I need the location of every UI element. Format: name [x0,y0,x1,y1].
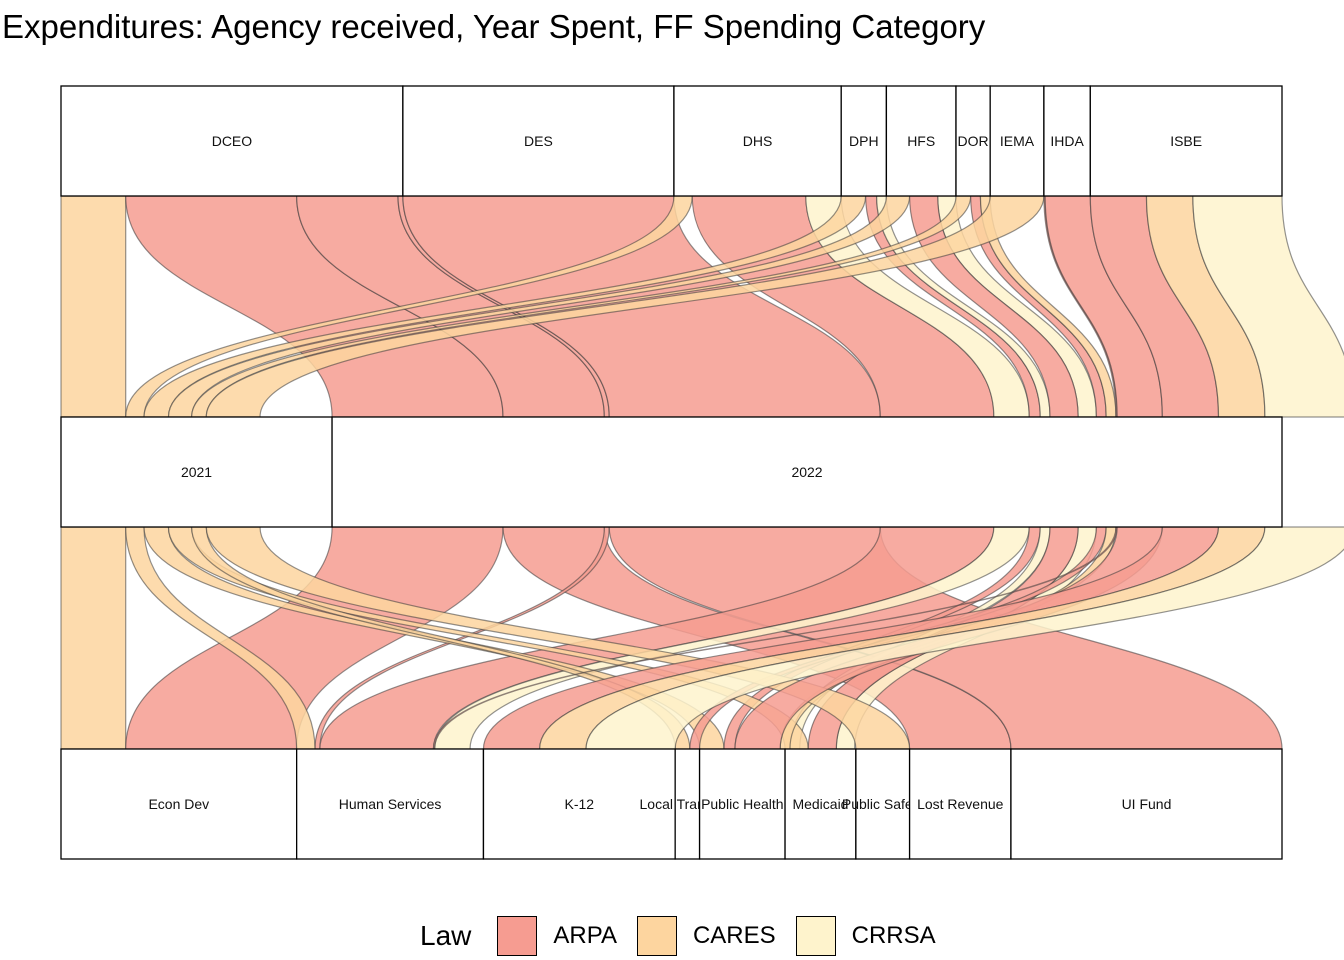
stratum-2021 [60,416,333,528]
legend-item-arpa: ARPA [497,916,621,956]
stratum-label-k-12: K-12 [565,796,595,812]
stratum-human-services [296,748,485,860]
stratum-label-medicaid: Medicaid [792,796,848,812]
legend-label-arpa: ARPA [553,922,617,949]
legend-item-crrsa: CRRSA [795,916,940,956]
legend-swatch-arpa [497,916,538,956]
stratum-label-econ-dev: Econ Dev [148,796,209,812]
stratum-dph [840,85,888,197]
legend-label-cares: CARES [692,922,776,949]
legend: Law ARPA CARES CRRSA [420,914,956,958]
stratum-medicaid [784,748,857,860]
stratum-layer: DCEO DES DHS DPH HFS DOR IEMA IHDA ISBE 2021 2022 E… [60,85,1283,860]
stratum-econ-dev [60,748,298,860]
flow-dceo-2021-econ-dev-cares [60,195,127,418]
stratum-isbe [1089,85,1283,197]
stratum-label-ui-fund: UI Fund [1122,796,1172,812]
stratum-ui-fund [1010,748,1283,860]
stratum-2022 [331,416,1283,528]
stratum-ihda [1043,85,1091,197]
stratum-label-isbe: ISBE [1170,133,1202,149]
stratum-label-2021: 2021 [181,464,212,480]
stratum-label-dph: DPH [849,133,879,149]
chart-title: Expenditures: Agency received, Year Spen… [2,8,986,45]
flow-layer [60,195,1344,750]
stratum-public-health [698,748,786,860]
flow-dceo-2021-econ-dev-cares [60,526,127,750]
stratum-label-public-health: Public Health [701,796,784,812]
stratum-label-dhs: DHS [743,133,773,149]
legend-item-cares: CARES [636,916,780,956]
stratum-label-ihda: IHDA [1050,133,1084,149]
stratum-dhs [673,85,842,197]
legend-label-crrsa: CRRSA [851,922,936,949]
legend-swatch-crrsa [795,916,836,956]
alluvial-plot: DCEO DES DHS DPH HFS DOR IEMA IHDA ISBE 2021 2022 E… [60,85,1344,860]
stratum-public-safety [855,748,911,860]
stratum-dceo [60,85,404,197]
stratum-label-iema: IEMA [1000,133,1035,149]
stratum-label-des: DES [524,133,553,149]
stratum-label-dceo: DCEO [212,133,253,149]
stratum-k-12 [482,748,676,860]
stratum-iema [989,85,1045,197]
stratum-label-lost-revenue: Lost Revenue [917,796,1004,812]
stratum-label-human-services: Human Services [339,796,442,812]
legend-title: Law [420,920,472,951]
stratum-label-hfs: HFS [907,133,935,149]
stratum-label-dor: DOR [958,133,989,149]
legend-swatch-cares [636,916,677,956]
stratum-local-transfers [674,748,701,860]
stratum-des [402,85,675,197]
stratum-lost-revenue [908,748,1012,860]
flow-isbe-2022-k-12-crrsa [1192,195,1344,418]
stratum-label-public-safety: Public Safety [842,796,924,812]
stratum-label-2022: 2022 [791,464,822,480]
